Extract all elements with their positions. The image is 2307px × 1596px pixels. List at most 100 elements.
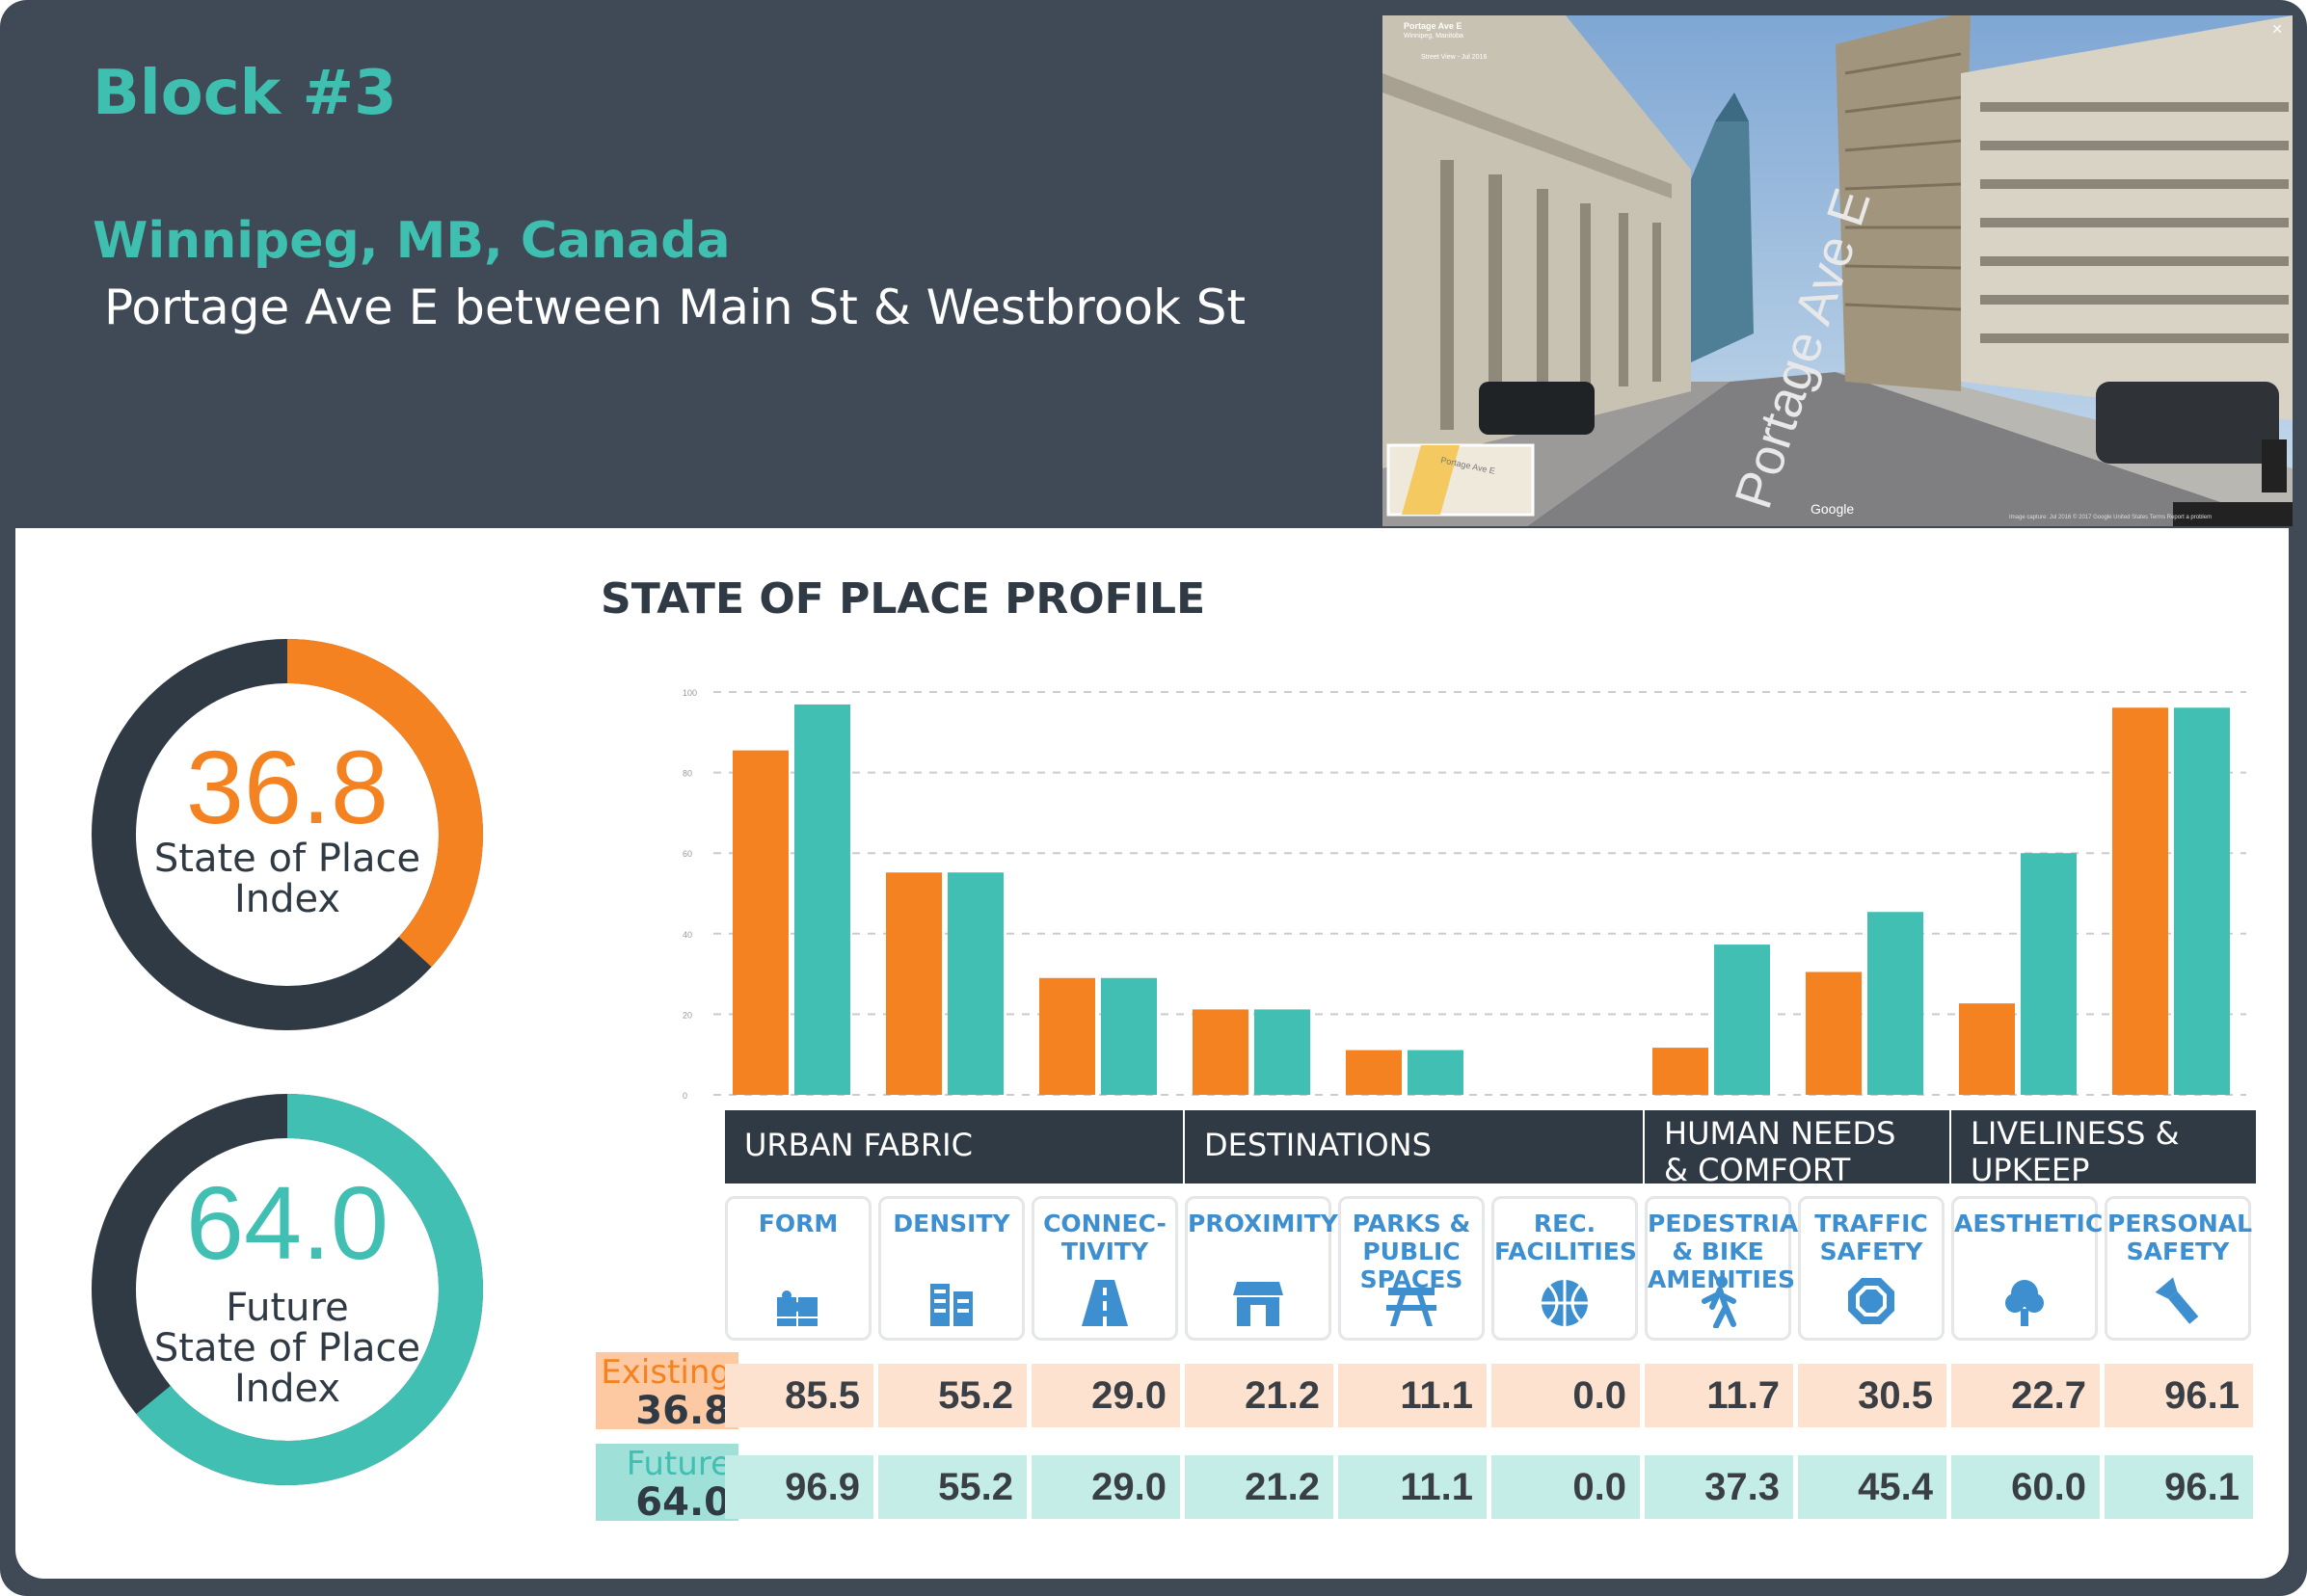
profile-bar-chart: 0 20 40 60 80 100 bbox=[683, 688, 2246, 1101]
existing-index-label-2: Index bbox=[233, 877, 341, 921]
dimension-card-5: PARKS & PUBLIC SPACES bbox=[1338, 1196, 1485, 1341]
dimension-label: TRAFFIC SAFETY bbox=[1814, 1210, 1928, 1265]
existing-score-cell: 29.0 bbox=[1032, 1364, 1180, 1427]
existing-score-cell: 30.5 bbox=[1798, 1364, 1946, 1427]
existing-index-label-1: State of Place bbox=[153, 837, 421, 881]
sv-close-button[interactable]: ✕ bbox=[2271, 21, 2283, 37]
future-score-cell: 29.0 bbox=[1032, 1455, 1180, 1519]
existing-bar-4 bbox=[1193, 1009, 1248, 1095]
dimension-label: FORM bbox=[758, 1210, 839, 1237]
picnic-table-icon bbox=[1384, 1274, 1438, 1328]
existing-score-cell: 0.0 bbox=[1491, 1364, 1640, 1427]
y-tick-label: 100 bbox=[683, 688, 697, 698]
existing-bar-10 bbox=[2112, 707, 2168, 1095]
y-tick-label: 40 bbox=[683, 930, 692, 940]
sv-google-watermark: Google bbox=[1811, 501, 1855, 517]
existing-score-cell: 11.1 bbox=[1338, 1364, 1487, 1427]
y-tick-label: 60 bbox=[683, 849, 692, 859]
future-row-total: 64.0 bbox=[635, 1479, 731, 1525]
future-score-cell: 60.0 bbox=[1951, 1455, 2100, 1519]
dimension-card-1: FORM bbox=[725, 1196, 872, 1341]
y-tick-label: 80 bbox=[683, 769, 692, 779]
existing-index-value: 36.8 bbox=[185, 729, 389, 845]
future-bar-2 bbox=[948, 872, 1004, 1095]
future-bar-3 bbox=[1101, 977, 1157, 1095]
dimension-label: PROXIMITY bbox=[1188, 1210, 1338, 1237]
category-bar-4: LIVELINESS & UPKEEP bbox=[1951, 1110, 2256, 1188]
future-score-cell: 55.2 bbox=[878, 1455, 1027, 1519]
dimension-card-8: TRAFFIC SAFETY bbox=[1798, 1196, 1945, 1341]
future-bar-9 bbox=[2021, 853, 2077, 1095]
future-bar-4 bbox=[1254, 1009, 1310, 1095]
existing-bar-9 bbox=[1959, 1003, 2015, 1095]
puzzle-icon bbox=[771, 1274, 825, 1328]
existing-index-gauge: 36.8 State of Place Index bbox=[85, 632, 490, 1037]
future-index-gauge: 64.0 Future State of Place Index bbox=[85, 1087, 490, 1492]
existing-bar-5 bbox=[1346, 1050, 1402, 1095]
block-title: Block #3 bbox=[93, 58, 397, 129]
dimension-card-2: DENSITY bbox=[878, 1196, 1025, 1341]
future-score-cell: 21.2 bbox=[1185, 1455, 1333, 1519]
existing-score-cell: 22.7 bbox=[1951, 1364, 2100, 1427]
dimension-card-4: PROXIMITY bbox=[1185, 1196, 1338, 1341]
sv-footer: Image capture: Jul 2016 © 2017 Google Un… bbox=[2009, 515, 2213, 520]
street-view-scene: Portage Ave E bbox=[1382, 15, 2293, 526]
dimension-label: PEDESTRIAN & BIKE AMENITIES bbox=[1648, 1210, 1819, 1292]
dimension-card-9: AESTHETICS bbox=[1951, 1196, 2121, 1341]
future-score-cell: 45.4 bbox=[1798, 1455, 1946, 1519]
existing-gauge-ring bbox=[92, 639, 483, 1030]
sv-region-label: Winnipeg, Manitoba bbox=[1404, 33, 1463, 40]
dimension-label: DENSITY bbox=[893, 1210, 1010, 1237]
dimension-card-6: REC. FACILITIES bbox=[1491, 1196, 1638, 1341]
future-index-label-3: Index bbox=[233, 1367, 341, 1411]
dimension-label: AESTHETICS bbox=[1954, 1210, 2121, 1237]
tree-icon bbox=[1998, 1274, 2052, 1328]
future-bar-7 bbox=[1714, 944, 1770, 1095]
existing-bar-3 bbox=[1039, 977, 1095, 1095]
category-bar-2: DESTINATIONS bbox=[1185, 1110, 1643, 1184]
stop-sign-icon bbox=[1844, 1274, 1898, 1328]
existing-score-cell: 55.2 bbox=[878, 1364, 1027, 1427]
future-gauge-fill-arc bbox=[92, 1094, 483, 1485]
dimension-label: PERSONAL SAFETY bbox=[2107, 1210, 2253, 1265]
street-view-image[interactable]: Portage Ave E Portage Ave E Winnipeg, Ma… bbox=[1382, 15, 2293, 526]
existing-score-cell: 96.1 bbox=[2105, 1364, 2253, 1427]
existing-row-label: Existing bbox=[601, 1353, 731, 1392]
existing-score-cell: 11.7 bbox=[1645, 1364, 1793, 1427]
future-index-label-2: State of Place bbox=[153, 1326, 421, 1370]
future-score-cell: 96.9 bbox=[725, 1455, 873, 1519]
future-gauge-ring bbox=[92, 1094, 483, 1485]
future-score-cell: 37.3 bbox=[1645, 1455, 1793, 1519]
dimension-label: PARKS & PUBLIC SPACES bbox=[1352, 1210, 1471, 1293]
future-bar-10 bbox=[2174, 707, 2230, 1095]
existing-score-cell: 21.2 bbox=[1185, 1364, 1333, 1427]
street-label: Portage Ave E between Main St & Westbroo… bbox=[104, 279, 1247, 335]
existing-row-total: 36.8 bbox=[635, 1388, 731, 1433]
existing-gauge-fill-arc bbox=[92, 639, 483, 1030]
city-label: Winnipeg, MB, Canada bbox=[93, 212, 731, 270]
profile-title: STATE OF PLACE PROFILE bbox=[601, 574, 1206, 624]
storefront-icon bbox=[1231, 1274, 1285, 1328]
existing-row-header: Existing 36.8 bbox=[596, 1352, 738, 1433]
future-index-value: 64.0 bbox=[185, 1164, 389, 1281]
future-bar-5 bbox=[1408, 1050, 1463, 1095]
dimension-label: CONNEC- TIVITY bbox=[1043, 1210, 1167, 1265]
future-bar-8 bbox=[1867, 912, 1923, 1095]
basketball-icon bbox=[1538, 1274, 1592, 1328]
dimension-card-7: PEDESTRIAN & BIKE AMENITIES bbox=[1645, 1196, 1819, 1341]
future-score-cell: 96.1 bbox=[2105, 1455, 2253, 1519]
category-bar-1: URBAN FABRIC bbox=[725, 1110, 1183, 1184]
existing-bar-7 bbox=[1652, 1048, 1708, 1095]
future-score-cell: 0.0 bbox=[1491, 1455, 1640, 1519]
buildings-icon bbox=[925, 1274, 979, 1328]
existing-score-cell: 85.5 bbox=[725, 1364, 873, 1427]
y-tick-label: 0 bbox=[683, 1091, 687, 1101]
future-row-label: Future bbox=[626, 1445, 731, 1483]
future-row-header: Future 64.0 bbox=[596, 1444, 738, 1525]
category-bar-3: HUMAN NEEDS & COMFORT bbox=[1645, 1110, 1949, 1188]
existing-bar-1 bbox=[733, 750, 789, 1095]
future-score-cell: 11.1 bbox=[1338, 1455, 1487, 1519]
dimension-label: REC. FACILITIES bbox=[1494, 1210, 1637, 1265]
walking-person-icon bbox=[1691, 1274, 1745, 1329]
